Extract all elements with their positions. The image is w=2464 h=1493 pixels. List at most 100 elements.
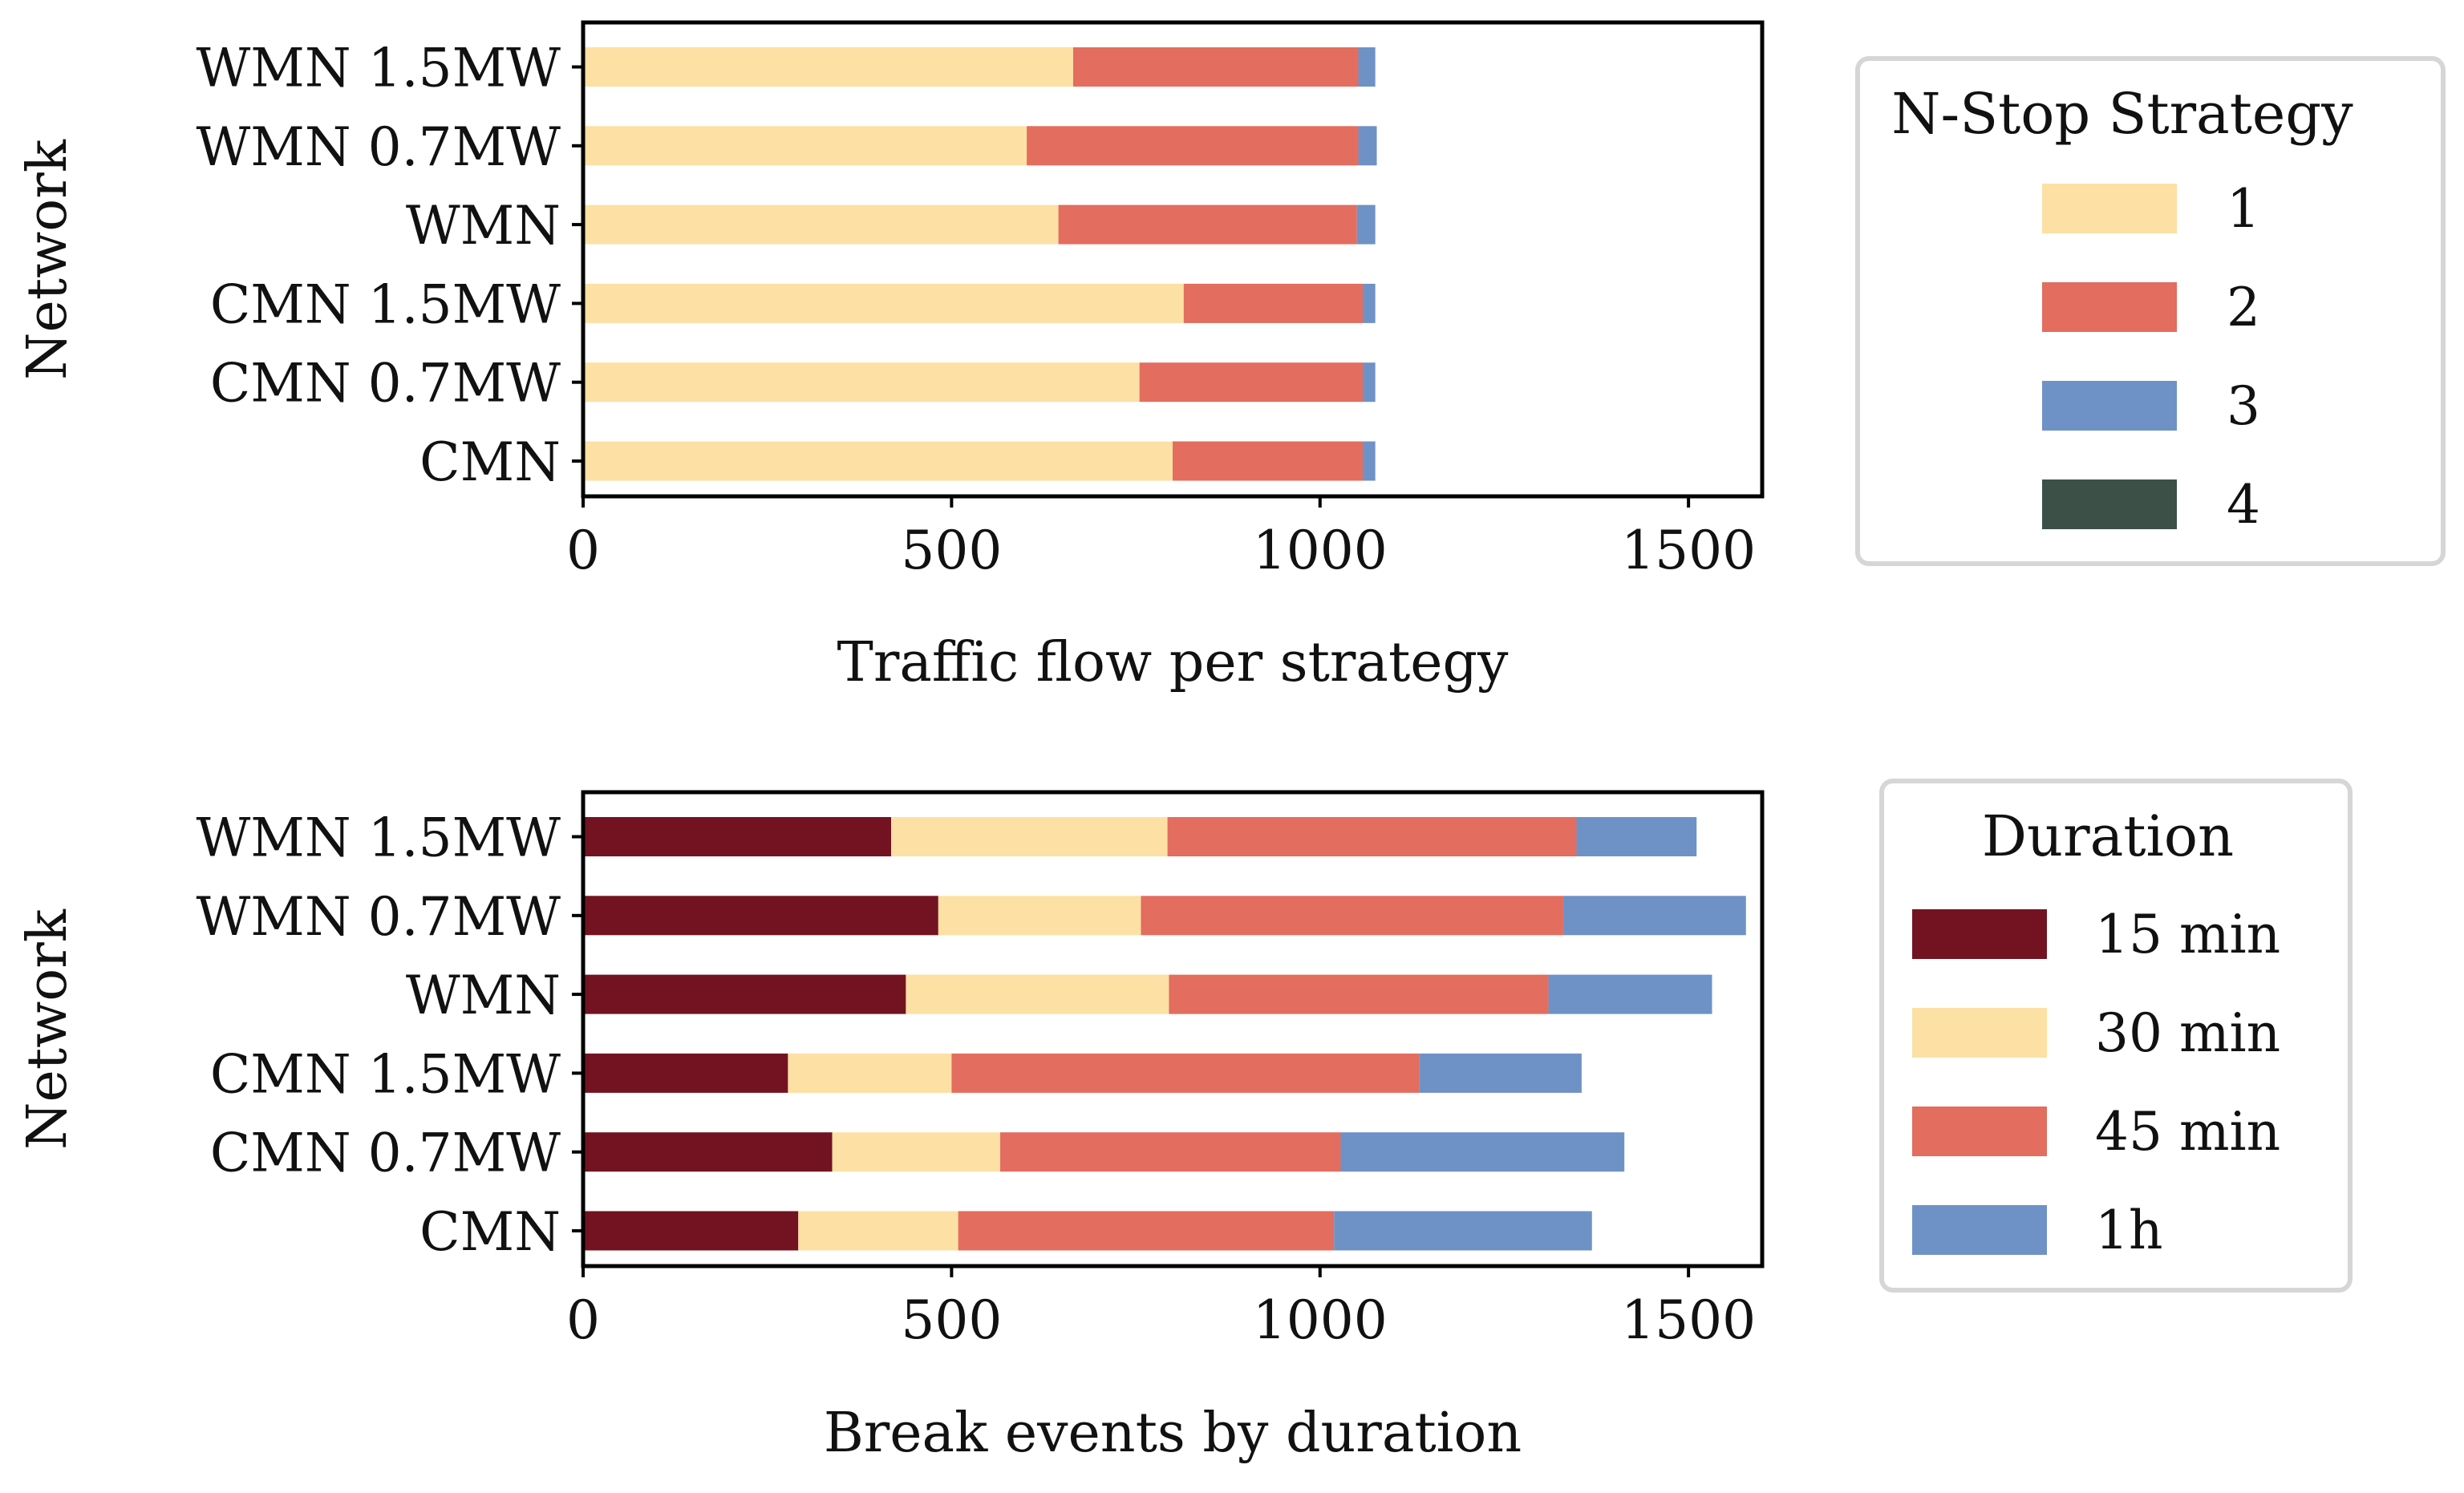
traffic-flow-bar-1-5	[1072, 47, 1359, 87]
break-events-bar-1-0	[798, 1211, 958, 1251]
break-events-y-tick-label: CMN 1.5MW	[210, 1043, 561, 1105]
traffic-flow-y-tick-label: WMN 0.7MW	[196, 116, 561, 178]
break-events-bar-1-5	[891, 817, 1168, 856]
break-events-y-tick-label: CMN 0.7MW	[210, 1123, 561, 1184]
traffic-flow-bar-2-2	[1363, 283, 1376, 323]
traffic-flow-legend-label: 4	[2227, 474, 2260, 536]
traffic-flow-bars	[583, 47, 1377, 481]
break-events-bar-0-5	[583, 817, 892, 856]
break-events-y-tick-label: WMN 1.5MW	[196, 807, 561, 869]
break-events-legend-title: Duration	[1982, 803, 2234, 869]
traffic-flow-x-axis-title: Traffic flow per strategy	[837, 631, 1510, 694]
traffic-flow-bar-0-3	[583, 204, 1059, 245]
traffic-flow-y-axis-title: Network	[16, 139, 79, 380]
traffic-flow-bar-2-3	[1356, 204, 1376, 245]
traffic-flow-legend-items: 1 2 3 4	[2042, 178, 2260, 536]
break-events-bar-2-3	[1169, 974, 1549, 1014]
break-events-chart: CMN CMN 0.7MW CMN 1.5MW WMN WMN 0.7MW WMN 1.5…	[16, 779, 2353, 1465]
break-events-bar-1-2	[788, 1053, 952, 1093]
break-events-legend-label: 1h	[2095, 1200, 2163, 1261]
break-events-y-tick-label: WMN 0.7MW	[196, 886, 561, 948]
break-events-x-tick-label: 0	[566, 1289, 600, 1351]
traffic-flow-bar-0-0	[583, 441, 1173, 481]
traffic-flow-bar-0-5	[583, 47, 1073, 87]
break-events-bar-0-4	[583, 896, 938, 936]
break-events-legend-swatch	[1912, 1008, 2047, 1058]
traffic-flow-bar-1-0	[1173, 441, 1364, 481]
break-events-bar-2-2	[951, 1053, 1420, 1093]
break-events-bar-2-4	[1141, 896, 1563, 936]
traffic-flow-y-tick-label: CMN 1.5MW	[210, 273, 561, 335]
traffic-flow-x-tick-label: 1500	[1621, 520, 1756, 581]
break-events-bars	[583, 817, 1746, 1251]
break-events-y-tick-label: WMN	[406, 965, 561, 1026]
traffic-flow-legend-label: 1	[2227, 178, 2260, 240]
traffic-flow-y-tick-label: WMN	[406, 195, 561, 257]
break-events-y-axis-title: Network	[16, 908, 79, 1150]
break-events-bar-2-5	[1167, 817, 1577, 856]
break-events-bar-0-0	[583, 1211, 799, 1251]
traffic-flow-legend-swatch	[2042, 184, 2177, 233]
traffic-flow-bar-1-3	[1058, 204, 1357, 245]
traffic-flow-x-tick-label: 500	[901, 520, 1002, 581]
break-events-x-tick-label: 1000	[1253, 1289, 1388, 1351]
break-events-bar-3-1	[1340, 1132, 1625, 1172]
traffic-flow-bar-0-1	[583, 362, 1140, 403]
break-events-y-tick-label: CMN	[419, 1201, 561, 1263]
traffic-flow-y-tick-label: CMN 0.7MW	[210, 353, 561, 415]
break-events-bar-3-5	[1576, 817, 1697, 856]
break-events-bar-1-3	[906, 974, 1169, 1014]
break-events-legend-label: 45 min	[2095, 1101, 2280, 1163]
break-events-bar-3-2	[1419, 1053, 1582, 1093]
break-events-legend: Duration 15 min 30 min 45 min 1h	[1879, 779, 2353, 1293]
break-events-plot-frame	[581, 790, 1765, 1268]
traffic-flow-bar-0-4	[583, 126, 1027, 166]
traffic-flow-legend-swatch	[2042, 381, 2177, 431]
traffic-flow-x-tick-label: 0	[566, 520, 600, 581]
break-events-bar-3-3	[1548, 974, 1712, 1014]
break-events-bar-0-1	[583, 1132, 833, 1172]
break-events-bar-0-2	[583, 1053, 788, 1093]
break-events-x-tick-label: 500	[901, 1289, 1002, 1351]
break-events-legend-swatch	[1912, 909, 2047, 959]
break-events-legend-swatch	[1912, 1107, 2047, 1156]
break-events-bar-3-0	[1334, 1211, 1592, 1251]
traffic-flow-bar-1-2	[1183, 283, 1364, 323]
traffic-flow-bar-2-4	[1358, 126, 1377, 166]
break-events-legend-label: 30 min	[2095, 1002, 2280, 1064]
traffic-flow-legend-swatch	[2042, 282, 2177, 332]
break-events-bar-3-4	[1562, 896, 1746, 936]
break-events-x-ticks: 0 500 1000 1500	[566, 1266, 1756, 1351]
traffic-flow-x-tick-label: 1000	[1253, 520, 1388, 581]
break-events-bar-1-4	[938, 896, 1141, 936]
break-events-legend-label: 15 min	[2095, 904, 2280, 965]
traffic-flow-legend-title: N-Stop Strategy	[1891, 81, 2353, 147]
traffic-flow-bar-2-0	[1363, 441, 1376, 481]
traffic-flow-x-ticks: 0 500 1000 1500	[566, 496, 1756, 581]
traffic-flow-bar-2-5	[1358, 47, 1376, 87]
break-events-legend-frame	[1879, 779, 2353, 1293]
traffic-flow-y-tick-label: CMN	[419, 431, 561, 493]
break-events-bar-2-1	[1000, 1132, 1341, 1172]
break-events-bar-1-1	[832, 1132, 1001, 1172]
break-events-x-tick-label: 1500	[1621, 1289, 1756, 1351]
break-events-legend-items: 15 min 30 min 45 min 1h	[1912, 904, 2280, 1261]
break-events-legend-swatch	[1912, 1205, 2047, 1255]
traffic-flow-bar-1-1	[1139, 362, 1364, 403]
traffic-flow-legend-label: 3	[2227, 375, 2260, 437]
traffic-flow-legend: N-Stop Strategy 1 2 3 4	[1855, 56, 2446, 566]
traffic-flow-plot-frame	[581, 20, 1765, 499]
traffic-flow-legend-label: 2	[2227, 277, 2260, 338]
break-events-bar-2-0	[958, 1211, 1335, 1251]
break-events-x-axis-title: Break events by duration	[824, 1402, 1522, 1465]
traffic-flow-bar-1-4	[1027, 126, 1359, 166]
traffic-flow-bar-0-2	[583, 283, 1184, 323]
traffic-flow-y-tick-label: WMN 1.5MW	[196, 38, 561, 99]
traffic-flow-chart: CMN CMN 0.7MW CMN 1.5MW WMN WMN 0.7MW WMN 1.5…	[16, 20, 2446, 694]
traffic-flow-bar-2-1	[1363, 362, 1376, 403]
break-events-y-ticks: CMN CMN 0.7MW CMN 1.5MW WMN WMN 0.7MW WMN 1.5…	[196, 807, 583, 1263]
break-events-bar-0-3	[583, 974, 906, 1014]
traffic-flow-y-ticks: CMN CMN 0.7MW CMN 1.5MW WMN WMN 0.7MW WMN 1.5…	[196, 38, 583, 493]
traffic-flow-legend-swatch	[2042, 479, 2177, 529]
